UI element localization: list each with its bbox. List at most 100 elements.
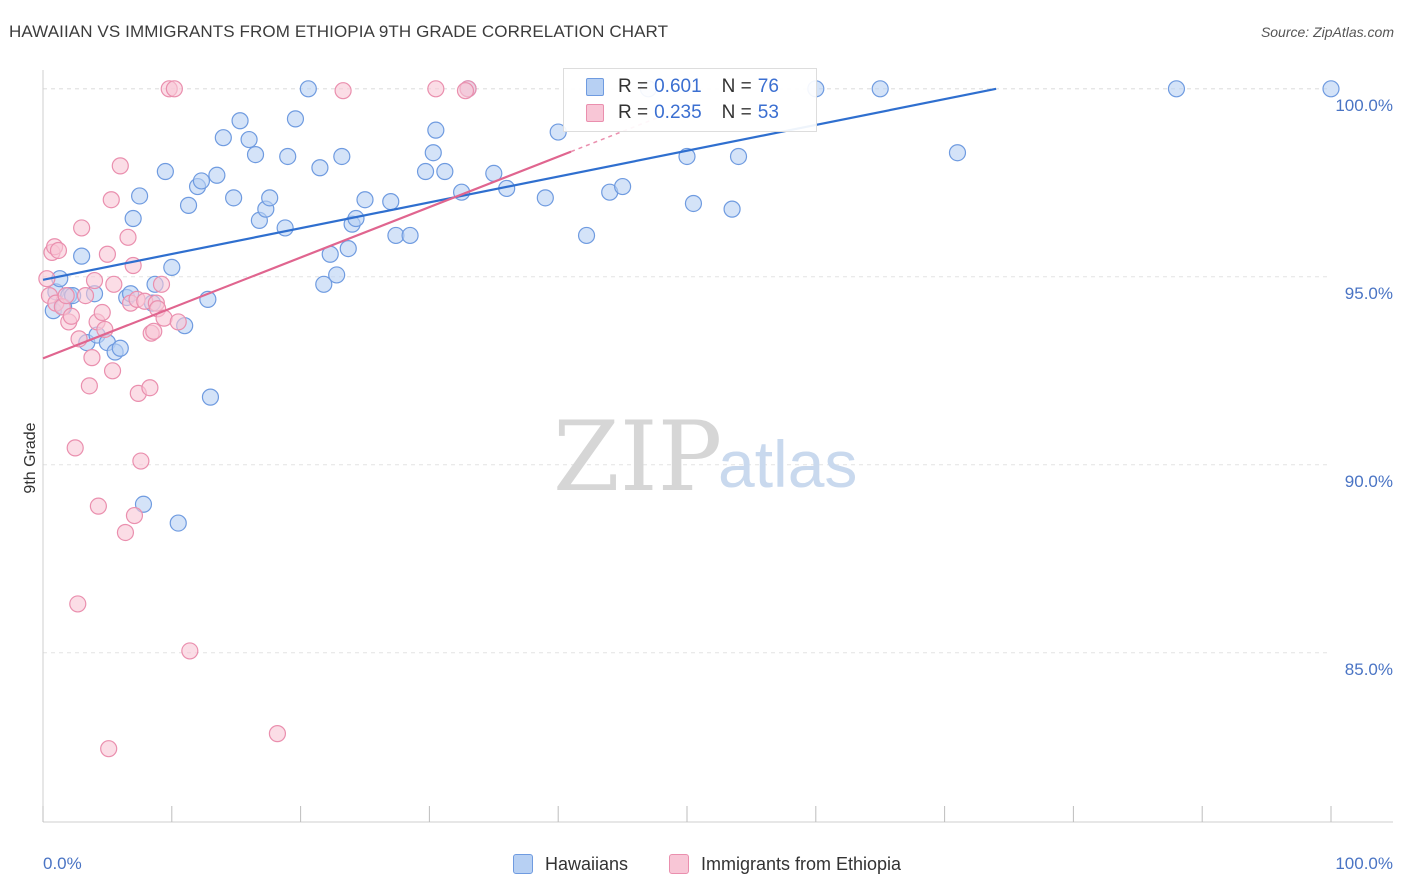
points-layer [38,80,1340,758]
ethiopia-point [111,157,129,175]
hawaiian-point [1167,80,1186,98]
hawaiian-point [401,226,419,245]
hawaiian-point [577,226,596,245]
x-tick-label-min: 0.0% [43,854,82,873]
ethiopia-point [125,506,144,525]
ethiopia-point [73,219,91,237]
y-tick-label: 100.0% [1335,96,1393,115]
x-tick-label-max: 100.0% [1335,854,1393,873]
legend-r-label: R = [618,76,649,97]
hawaiian-point [549,123,567,141]
hawaiian-point [279,147,297,166]
source-label: Source: ZipAtlas.com [1260,24,1394,40]
watermark-zip: ZIP [553,401,722,513]
y-axis-label: 9th Grade [22,422,39,493]
legend-n-value-hawaiians: 76 [757,76,779,97]
ethiopia-point [100,740,118,758]
ethiopia-point [119,228,137,246]
ethiopia-point [93,303,111,322]
hawaiian-point [246,146,265,164]
ethiopia-point [169,313,187,331]
chart-title: HAWAIIAN VS IMMIGRANTS FROM ETHIOPIA 9TH… [9,22,669,41]
ethiopia-point [132,452,150,470]
hawaiian-point [156,162,174,181]
ethiopia-point [268,725,287,743]
ethiopia-point [66,439,84,457]
hawaiian-point [536,189,554,207]
hawaiian-point [684,194,703,213]
hawaiian-point [871,80,889,98]
labels-layer: 0.0% 100.0% 9th Grade 85.0% 90.0% 95.0% 100… [22,96,1393,873]
y-tick-label: 90.0% [1345,472,1393,491]
hawaiian-point [208,166,226,184]
ethiopia-point [83,349,101,367]
hawaiian-point [299,80,317,98]
y-tick-label: 85.0% [1345,660,1393,679]
hawaiian-point [240,130,258,149]
hawaiian-point [382,193,400,211]
hawaiian-point [131,187,149,205]
axes-layer [42,70,1393,823]
hawaiian-point [436,162,454,181]
ethiopia-point [57,287,75,305]
ethiopia-point [105,275,123,293]
hawaiian-point [286,110,305,128]
hawaiian-point [729,147,748,166]
watermark-atlas: atlas [718,427,857,501]
ethiopia-point [456,82,475,100]
hawaiian-point [311,159,329,177]
hawaiian-point [214,129,232,147]
legend-swatch-hawaiians [586,78,604,96]
hawaiian-point [261,189,279,207]
grid-layer [43,88,1331,654]
hawaiian-point [427,121,445,139]
hawaiian-point [134,495,153,513]
ethiopia-point [85,271,104,290]
hawaiian-point [201,388,220,406]
hawaiian-point [328,266,346,284]
ethiopia-point [49,241,68,260]
hawaiian-point [339,240,357,258]
ethiopia-point [103,362,122,380]
stats-legend: R = 0.601 N = 76 R = 0.235 N = 53 [563,68,817,132]
hawaiian-point [124,209,142,228]
hawaiian-point [192,172,211,190]
ethiopia-point [181,642,199,660]
hawaiian-point [163,258,181,276]
legend-row-ethiopia: R = 0.235 N = 53 [586,101,779,125]
legend-n-value-ethiopia: 53 [757,102,779,123]
bottom-legend-hawaiians: Hawaiians [513,852,628,876]
ethiopia-point [69,595,87,613]
ethiopia-point [62,307,80,325]
trend-line-hawaiians [42,87,997,281]
ethiopia-point [89,497,107,515]
bottom-legend-label-ethiopia: Immigrants from Ethiopia [701,853,902,874]
ethiopia-point [427,80,445,98]
hawaiian-point [1322,80,1340,98]
legend-r-value-ethiopia: 0.235 [654,102,702,123]
legend-swatch-ethiopia [586,104,604,122]
hawaiian-point [169,514,187,532]
bottom-legend-swatch-ethiopia [669,854,689,874]
hawaiian-point [356,191,374,209]
legend-r-value-hawaiians: 0.601 [654,76,702,97]
hawaiian-point [948,144,967,162]
legend-r-label: R = [618,102,649,123]
ethiopia-point [98,245,117,263]
hawaiian-point [73,247,91,265]
ethiopia-point [102,191,120,209]
legend-row-hawaiians: R = 0.601 N = 76 [586,75,779,99]
legend-n-label: N = [721,102,752,123]
hawaiian-point [111,339,129,357]
ethiopia-point [116,523,135,542]
ethiopia-point [80,377,98,395]
trend-line-ethiopia [42,150,572,360]
ethiopia-point [152,275,171,293]
hawaiian-point [225,189,243,207]
ethiopia-point [145,322,163,340]
legend-n-label: N = [721,76,752,97]
hawaiian-point [315,275,333,293]
hawaiian-point [416,162,435,181]
hawaiian-point [231,112,249,130]
